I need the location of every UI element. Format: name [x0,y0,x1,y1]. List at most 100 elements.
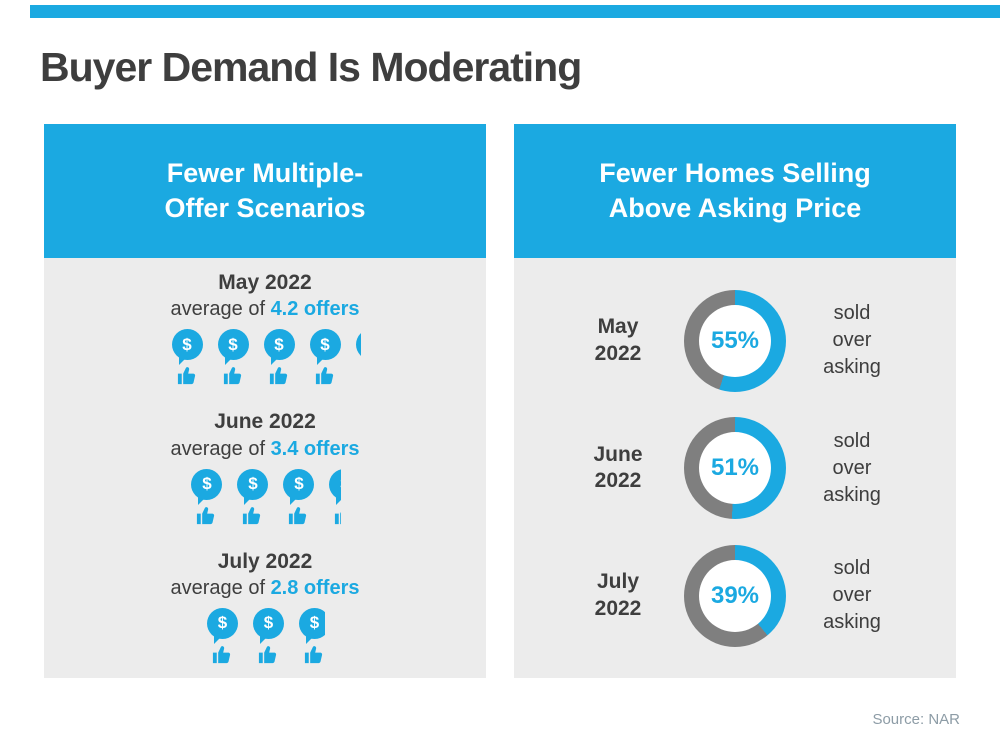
offer-icon: $ [235,468,271,533]
thumbs-up-icon [287,504,310,527]
offer-average-prefix: average of [170,298,271,321]
offer-month: July 2022 [217,549,313,573]
top-accent-bar [30,5,1000,18]
donut-caption-line: asking [823,356,881,378]
donut-caption-line: sold [833,302,871,324]
donut-month-line: June [593,442,643,466]
offer-average: average of 2.8 offers [170,575,359,601]
dollar-coin-icon: $ [329,468,341,505]
multiple-offers-panel: Fewer Multiple- Offer Scenarios May 2022… [44,124,486,678]
dollar-coin-icon: $ [206,607,238,644]
offer-icon: $ [296,607,326,672]
offer-icon: $ [327,468,341,533]
multiple-offers-body: May 2022 average of 4.2 offers $ $ $ $ $ Jun… [44,258,486,678]
donut-hole: 39% [699,559,771,632]
offer-month: June 2022 [214,410,316,434]
multiple-offers-header: Fewer Multiple- Offer Scenarios [44,124,486,258]
donut-month: June 2022 [576,442,660,495]
dollar-coin-icon: $ [263,329,295,366]
offer-average-prefix: average of [170,437,271,460]
offer-average-value: 4.2 offers [270,298,360,321]
thumbs-up-icon [257,643,280,666]
offer-icon: $ [169,329,205,393]
header-line: Fewer Homes Selling [599,157,871,188]
donut-month: July 2022 [576,569,660,622]
offer-icon: $ [353,329,361,393]
thumbs-up-icon [333,504,341,527]
donut-percent: 51% [710,454,760,481]
offer-icon: $ [281,468,317,533]
offer-row-june: June 2022 average of 3.4 offers $ $ $ $ [170,409,360,533]
dollar-coin-icon: $ [309,329,341,366]
donut-caption-line: asking [823,611,881,633]
donut-caption-line: over [832,329,872,351]
offer-average-value: 2.8 offers [270,576,360,599]
donut-month: May 2022 [576,314,660,367]
donut-month-line: May [597,315,639,339]
donut-row-june: June 2022 51% sold over asking [514,417,956,519]
offer-average: average of 3.4 offers [170,436,359,462]
donut-chart: 39% [684,544,786,647]
donut-caption-line: over [832,456,872,479]
donut-row-may: May 2022 55% sold over asking [514,289,956,392]
dollar-coin-icon: $ [252,607,284,644]
dollar-coin-icon: $ [217,329,249,366]
donut-percent: 39% [710,581,760,609]
donut-row-july: July 2022 39% sold over asking [514,544,956,647]
dollar-coin-icon: $ [298,607,326,644]
above-asking-header: Fewer Homes Selling Above Asking Price [514,124,956,258]
donut-chart: 51% [684,417,786,519]
donut-caption-line: over [832,584,872,606]
thumbs-up-icon [360,364,362,387]
offer-average-prefix: average of [170,576,271,599]
above-asking-body: May 2022 55% sold over asking June 2022 [514,258,956,678]
donut-month-line: 2022 [594,596,642,620]
offer-icon: $ [204,607,240,672]
donut-caption-line: asking [823,483,881,506]
dollar-coin-icon: $ [237,468,269,505]
thumbs-up-icon [222,364,245,387]
offer-icons-row: $ $ $ $ [170,468,359,533]
offer-icon: $ [307,329,343,393]
offer-icons-row: $ $ $ [170,607,359,672]
offer-icon: $ [189,468,225,533]
page-title: Buyer Demand Is Moderating [40,44,582,90]
donut-month-line: 2022 [594,341,642,365]
header-line: Fewer Multiple- [166,157,364,188]
donut-caption: sold over asking [810,300,894,381]
offer-icons-row: $ $ $ $ $ [169,329,361,393]
dollar-coin-icon: $ [191,468,223,505]
donut-caption-line: sold [833,557,871,579]
donut-month-line: July [596,570,640,594]
thumbs-up-icon [176,364,199,387]
thumbs-up-icon [211,643,234,666]
thumbs-up-icon [314,364,337,387]
source-note: Source: NAR [872,711,960,728]
offer-average: average of 4.2 offers [169,296,361,322]
thumbs-up-icon [195,504,218,527]
offer-row-july: July 2022 average of 2.8 offers $ $ $ [170,549,360,672]
donut-percent: 55% [710,326,760,354]
above-asking-panel: Fewer Homes Selling Above Asking Price M… [514,124,956,678]
offer-icon: $ [215,329,251,393]
offer-icon: $ [250,607,286,672]
donut-chart: 55% [684,289,786,392]
header-line: Above Asking Price [608,193,862,223]
donut-caption: sold over asking [810,428,894,509]
donut-caption: sold over asking [810,555,894,636]
thumbs-up-icon [241,504,264,527]
offer-month: May 2022 [218,271,312,294]
offer-average-value: 3.4 offers [270,437,360,460]
dollar-coin-icon: $ [355,329,361,361]
dollar-coin-icon: $ [171,329,203,366]
donut-caption-line: sold [833,429,871,452]
donut-hole: 51% [699,432,771,504]
header-line: Offer Scenarios [164,193,366,223]
thumbs-up-icon [268,364,291,387]
offer-row-may: May 2022 average of 4.2 offers $ $ $ $ $ [169,270,361,393]
thumbs-up-icon [303,643,326,666]
donut-month-line: 2022 [594,469,642,492]
offer-icon: $ [261,329,297,393]
dollar-coin-icon: $ [283,468,315,505]
donut-hole: 55% [699,304,771,377]
